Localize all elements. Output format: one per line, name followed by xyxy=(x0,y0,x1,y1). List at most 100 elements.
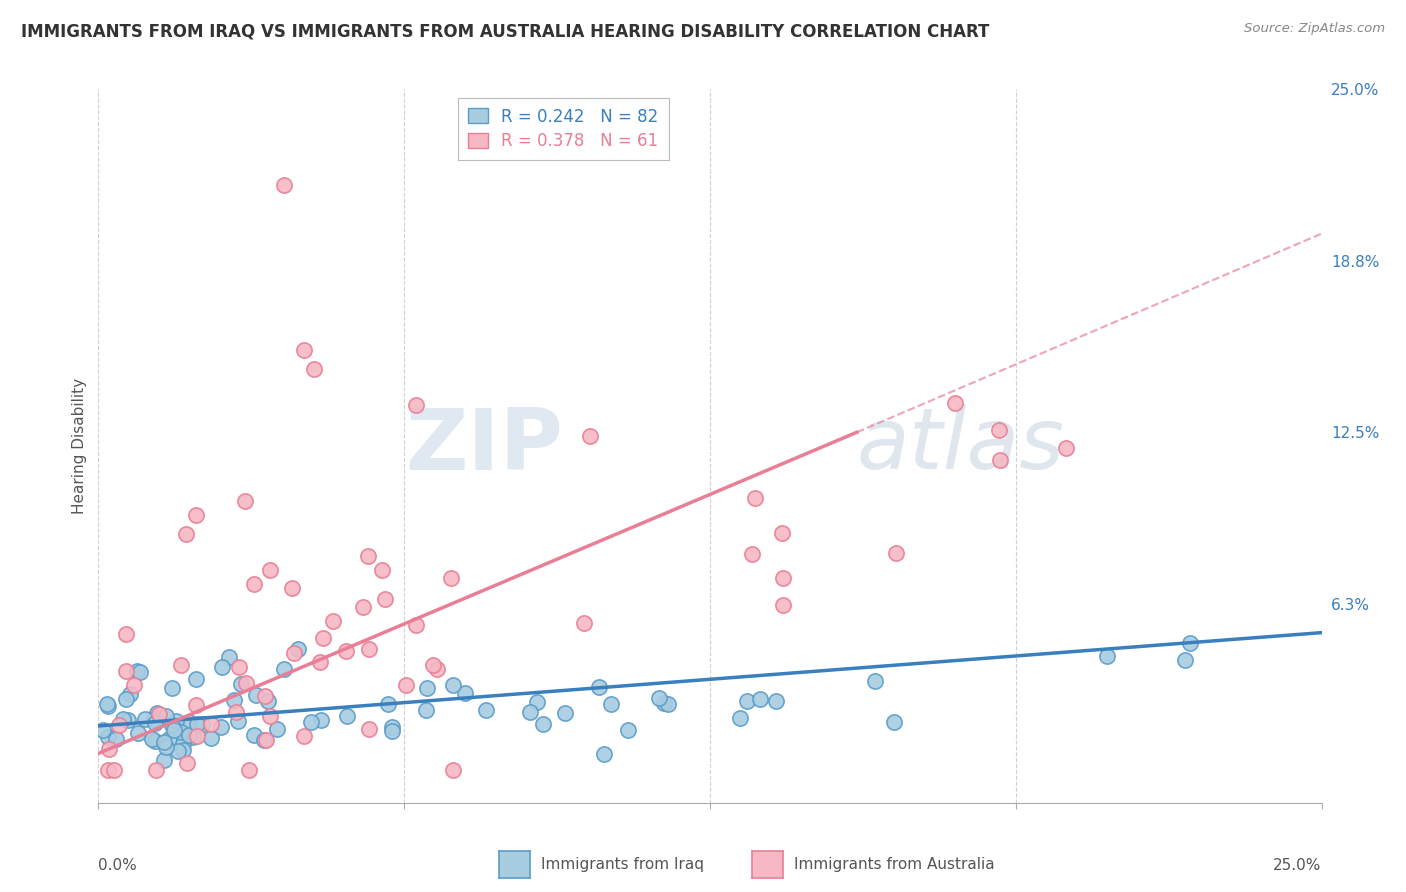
Point xyxy=(302,362,325,376)
Point xyxy=(772,598,794,612)
Point xyxy=(336,709,359,723)
Point xyxy=(394,677,416,691)
Point xyxy=(440,571,463,585)
Point xyxy=(657,697,679,711)
Point xyxy=(441,678,464,692)
Point xyxy=(253,690,276,704)
Point xyxy=(405,618,427,632)
Point xyxy=(308,656,330,670)
Point xyxy=(186,716,208,731)
Point xyxy=(176,756,198,770)
Point xyxy=(211,720,233,734)
Point xyxy=(243,728,266,742)
Point xyxy=(299,714,322,729)
Point xyxy=(146,706,169,720)
Point xyxy=(97,698,120,713)
Point xyxy=(186,508,208,522)
Point xyxy=(292,343,315,357)
Point xyxy=(273,178,295,193)
Point xyxy=(770,525,793,540)
Point xyxy=(741,548,763,562)
Point xyxy=(765,694,787,708)
Text: IMMIGRANTS FROM IRAQ VS IMMIGRANTS FROM AUSTRALIA HEARING DISABILITY CORRELATION: IMMIGRANTS FROM IRAQ VS IMMIGRANTS FROM … xyxy=(21,22,990,40)
Point xyxy=(155,709,177,723)
Point xyxy=(228,659,250,673)
Point xyxy=(160,681,183,695)
Point xyxy=(155,739,177,754)
Point xyxy=(222,693,245,707)
Point xyxy=(97,763,120,777)
Point xyxy=(381,720,404,734)
Point xyxy=(259,564,281,578)
Point xyxy=(254,732,277,747)
Point xyxy=(134,713,156,727)
Point xyxy=(1095,648,1118,663)
Point xyxy=(357,722,380,736)
Point xyxy=(287,642,309,657)
Text: ZIP: ZIP xyxy=(405,404,564,488)
Point xyxy=(176,526,198,541)
Point xyxy=(335,644,357,658)
Point xyxy=(647,691,669,706)
Point xyxy=(177,728,200,742)
Point xyxy=(988,453,1011,467)
Text: Immigrants from Iraq: Immigrants from Iraq xyxy=(541,857,704,871)
Point xyxy=(114,664,136,678)
Point xyxy=(235,675,257,690)
Point xyxy=(253,733,276,747)
Text: 0.0%: 0.0% xyxy=(98,858,138,872)
Point xyxy=(1178,635,1201,649)
Point xyxy=(454,686,477,700)
Point xyxy=(143,712,166,726)
Point xyxy=(111,712,134,726)
Point xyxy=(416,681,439,695)
Point xyxy=(735,694,758,708)
Point xyxy=(257,694,280,708)
Point xyxy=(322,614,344,628)
Y-axis label: Hearing Disability: Hearing Disability xyxy=(72,378,87,514)
Point xyxy=(120,688,142,702)
Point xyxy=(115,627,138,641)
Text: Source: ZipAtlas.com: Source: ZipAtlas.com xyxy=(1244,22,1385,36)
Point xyxy=(863,674,886,689)
Point xyxy=(117,713,139,727)
Point xyxy=(312,631,335,645)
Point xyxy=(170,657,193,672)
Point xyxy=(405,398,427,412)
Point xyxy=(162,723,184,738)
Point xyxy=(280,581,302,595)
Point xyxy=(145,734,167,748)
Point xyxy=(943,396,966,410)
Point xyxy=(377,697,399,711)
Point xyxy=(104,732,127,747)
Point xyxy=(157,731,180,746)
Point xyxy=(441,763,464,777)
Point xyxy=(475,703,498,717)
Point xyxy=(309,713,332,727)
Point xyxy=(170,724,193,739)
Point xyxy=(233,494,256,508)
Point xyxy=(225,705,247,719)
Point xyxy=(242,577,264,591)
Point xyxy=(1054,442,1077,456)
Point xyxy=(160,718,183,732)
Point xyxy=(186,729,208,743)
Point xyxy=(415,703,437,717)
Point xyxy=(172,737,194,751)
Point xyxy=(226,714,249,728)
Point xyxy=(200,731,222,745)
Point xyxy=(259,708,281,723)
Point xyxy=(124,678,146,692)
Point xyxy=(728,710,751,724)
Point xyxy=(181,730,204,744)
Point xyxy=(165,714,187,728)
Text: 25.0%: 25.0% xyxy=(1274,858,1322,872)
Point xyxy=(127,726,149,740)
Point xyxy=(145,763,167,777)
Point xyxy=(588,681,610,695)
Point xyxy=(883,714,905,729)
Point xyxy=(579,428,602,442)
Point xyxy=(266,723,288,737)
Point xyxy=(125,665,148,679)
Point xyxy=(245,688,267,702)
